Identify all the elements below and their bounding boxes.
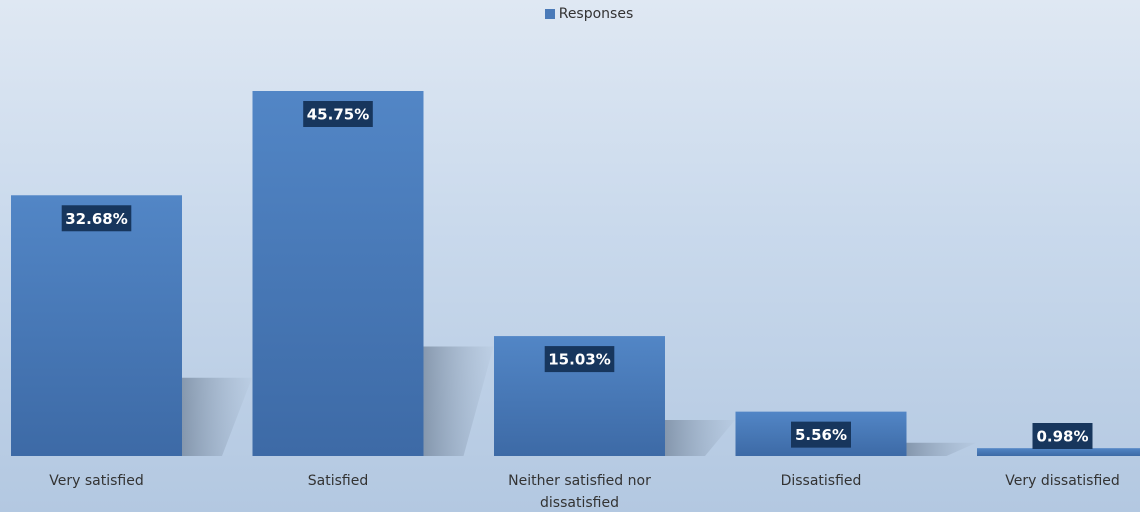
- bar-shadow: [665, 420, 735, 456]
- category-label: Very dissatisfied: [1005, 473, 1120, 489]
- category-label: Dissatisfied: [781, 473, 862, 489]
- bar-satisfied: [252, 91, 424, 456]
- category-label: Satisfied: [308, 473, 368, 489]
- data-label: 45.75%: [307, 106, 369, 124]
- data-label-box: [1032, 423, 1093, 449]
- data-label: 0.98%: [1036, 428, 1088, 446]
- category-label: dissatisfied: [540, 495, 619, 511]
- data-labels-group: 32.68% 45.75% 15.03% 5.56% 0.98%: [61, 101, 1093, 449]
- data-label-box: [61, 205, 132, 232]
- category-labels-group: Very satisfied Satisfied Neither satisfied…: [49, 473, 1120, 511]
- category-label: Very satisfied: [49, 473, 143, 489]
- data-label: 32.68%: [65, 210, 127, 228]
- data-label-box: [303, 101, 373, 127]
- data-label-box: [791, 421, 851, 448]
- bar-shadows: [182, 346, 977, 456]
- bar-very-satisfied: [11, 195, 182, 456]
- bar-very-dissatisfied: [977, 448, 1140, 456]
- bar-shadow: [182, 377, 252, 456]
- data-label: 5.56%: [795, 426, 847, 444]
- legend-label-responses: Responses: [558, 6, 634, 22]
- category-label: Neither satisfied nor: [508, 473, 651, 489]
- bar-shadow: [906, 442, 977, 456]
- data-label: 15.03%: [548, 351, 610, 369]
- legend: Responses: [0, 6, 1140, 22]
- bars-group: [11, 91, 1140, 456]
- data-label-box: [544, 346, 615, 373]
- bar-shadow: [423, 346, 494, 456]
- legend-swatch-responses: [544, 9, 555, 19]
